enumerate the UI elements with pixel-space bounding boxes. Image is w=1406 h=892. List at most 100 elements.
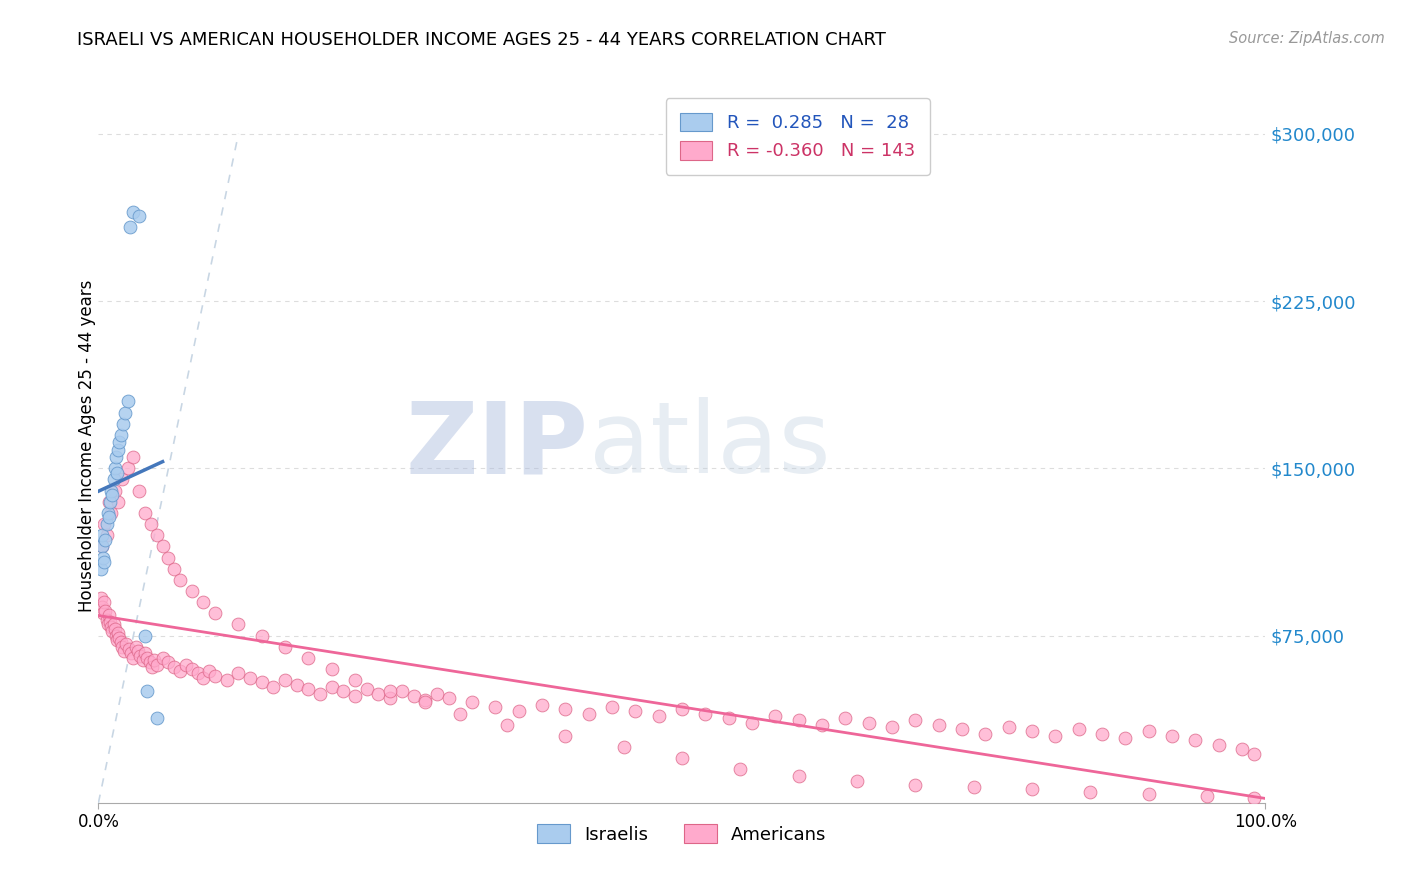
Point bbox=[367, 687, 389, 701]
Point bbox=[97, 494, 120, 508]
Point bbox=[163, 660, 186, 674]
Point bbox=[858, 715, 880, 730]
Point bbox=[117, 461, 139, 475]
Point bbox=[90, 539, 112, 553]
Point bbox=[198, 664, 221, 678]
Point bbox=[104, 622, 127, 636]
Point bbox=[1243, 747, 1265, 761]
Point bbox=[107, 626, 129, 640]
Point bbox=[763, 708, 786, 723]
Point bbox=[717, 711, 740, 725]
Point bbox=[93, 595, 115, 609]
Point bbox=[100, 619, 122, 633]
Point bbox=[103, 617, 125, 632]
Point bbox=[309, 687, 332, 701]
Point bbox=[110, 427, 132, 442]
Point bbox=[104, 628, 127, 642]
Point bbox=[129, 648, 152, 663]
Point bbox=[671, 702, 693, 716]
Point bbox=[250, 628, 273, 642]
Point bbox=[1045, 729, 1067, 743]
Point bbox=[250, 675, 273, 690]
Point bbox=[94, 604, 117, 618]
Point bbox=[143, 653, 166, 667]
Point bbox=[695, 706, 717, 721]
Point bbox=[97, 510, 120, 524]
Point bbox=[274, 640, 297, 654]
Point bbox=[402, 689, 425, 703]
Point bbox=[128, 483, 150, 498]
Point bbox=[98, 615, 121, 630]
Point bbox=[380, 690, 402, 705]
Point bbox=[624, 705, 647, 719]
Point bbox=[96, 528, 118, 542]
Point bbox=[356, 681, 378, 696]
Point bbox=[97, 617, 120, 632]
Point bbox=[928, 717, 950, 731]
Point bbox=[104, 483, 127, 498]
Point bbox=[91, 607, 114, 621]
Point bbox=[139, 655, 162, 669]
Point bbox=[741, 715, 763, 730]
Point bbox=[100, 483, 122, 498]
Point bbox=[1195, 789, 1218, 804]
Point bbox=[426, 687, 449, 701]
Point bbox=[228, 666, 250, 681]
Point bbox=[228, 617, 250, 632]
Point bbox=[122, 450, 145, 464]
Point bbox=[108, 631, 131, 645]
Point bbox=[1114, 731, 1136, 746]
Point bbox=[141, 660, 163, 674]
Point bbox=[127, 644, 149, 658]
Point bbox=[1080, 785, 1102, 799]
Point bbox=[204, 669, 226, 683]
Point bbox=[600, 699, 623, 714]
Point bbox=[125, 640, 148, 654]
Point bbox=[380, 684, 402, 698]
Point bbox=[811, 717, 834, 731]
Point bbox=[139, 516, 162, 531]
Point bbox=[90, 539, 112, 553]
Point bbox=[152, 651, 174, 665]
Point bbox=[97, 608, 120, 623]
Point bbox=[103, 472, 125, 486]
Text: Source: ZipAtlas.com: Source: ZipAtlas.com bbox=[1229, 31, 1385, 46]
Point bbox=[997, 720, 1019, 734]
Point bbox=[787, 769, 810, 783]
Point bbox=[496, 717, 519, 731]
Point bbox=[950, 723, 973, 737]
Point bbox=[122, 651, 145, 665]
Point bbox=[730, 762, 752, 776]
Point bbox=[413, 696, 436, 710]
Point bbox=[1243, 791, 1265, 805]
Point bbox=[114, 405, 136, 419]
Point bbox=[647, 708, 669, 723]
Point bbox=[880, 720, 903, 734]
Point bbox=[108, 434, 131, 449]
Point bbox=[321, 680, 343, 694]
Point bbox=[134, 506, 156, 520]
Point bbox=[105, 466, 128, 480]
Point bbox=[321, 662, 343, 676]
Point bbox=[136, 651, 159, 665]
Point bbox=[104, 461, 127, 475]
Point bbox=[136, 684, 159, 698]
Point bbox=[90, 599, 112, 614]
Point bbox=[93, 555, 115, 569]
Point bbox=[787, 714, 810, 728]
Point bbox=[163, 562, 186, 576]
Point bbox=[1184, 733, 1206, 747]
Point bbox=[262, 680, 284, 694]
Point bbox=[111, 472, 134, 486]
Point bbox=[111, 640, 134, 654]
Point bbox=[98, 494, 121, 508]
Point bbox=[554, 702, 576, 716]
Point bbox=[117, 394, 139, 409]
Point bbox=[101, 624, 124, 639]
Point bbox=[146, 711, 169, 725]
Point bbox=[100, 506, 122, 520]
Point bbox=[285, 678, 308, 692]
Y-axis label: Householder Income Ages 25 - 44 years: Householder Income Ages 25 - 44 years bbox=[79, 280, 96, 612]
Point bbox=[974, 726, 997, 740]
Point bbox=[1021, 782, 1043, 797]
